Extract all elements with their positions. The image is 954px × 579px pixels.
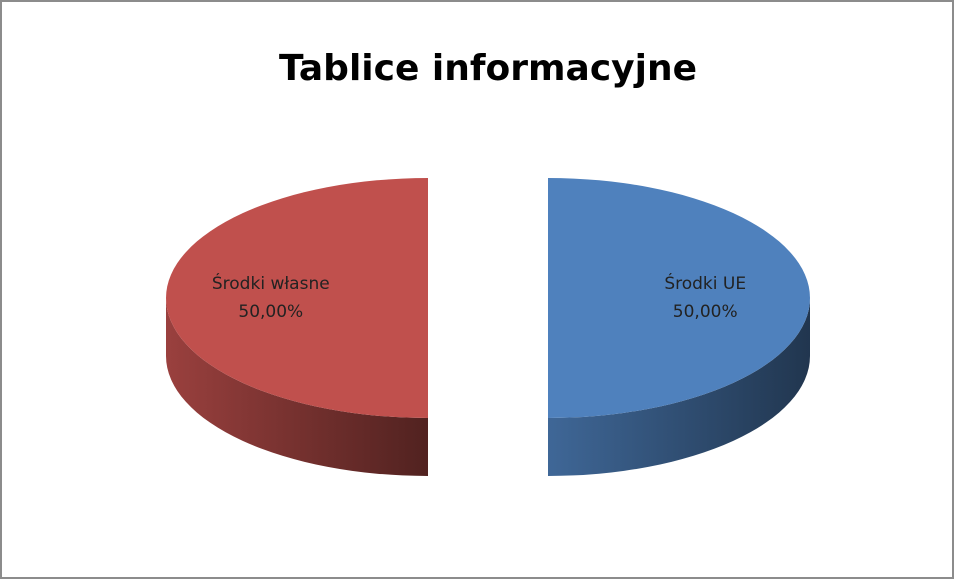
slice-top	[548, 178, 810, 418]
slice-side	[166, 298, 428, 476]
slice-label: Środki własne	[212, 272, 330, 294]
slice-top	[166, 178, 428, 418]
pie-slice	[166, 178, 428, 476]
slice-value-label: 50,00%	[238, 302, 303, 322]
slice-side	[548, 298, 810, 476]
chart-title: Tablice informacyjne	[279, 48, 697, 89]
slice-label: Środki UE	[664, 272, 746, 294]
pie-slice	[548, 178, 810, 476]
slice-value-label: 50,00%	[673, 302, 738, 322]
